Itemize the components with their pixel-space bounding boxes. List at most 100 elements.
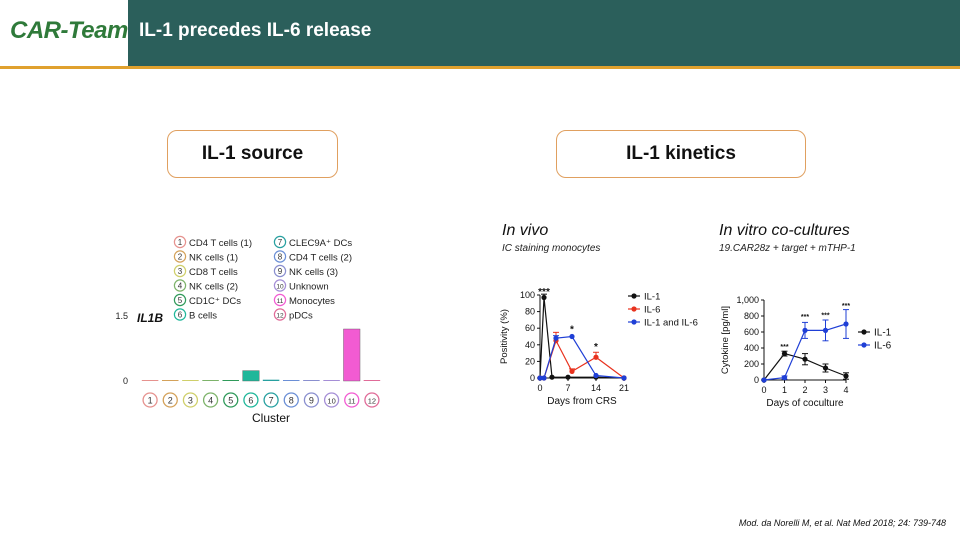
logo-box: CAR-Team xyxy=(0,0,128,66)
cluster-marker-6 xyxy=(243,392,259,408)
x-tick-label-4: 4 xyxy=(208,396,213,406)
y-tick-label-0: 0 xyxy=(530,373,535,383)
legend-marker-8 xyxy=(273,250,287,263)
legend-number-10: 10 xyxy=(276,284,284,291)
legend-label-8: CD4 T cells (2) xyxy=(289,253,352,264)
y-tick-label-400: 400 xyxy=(744,343,759,353)
header-bar xyxy=(0,0,960,66)
legend-marker-0 xyxy=(861,329,867,335)
legend-label-0: IL-1 xyxy=(644,292,660,303)
x-tick-label-2: 2 xyxy=(168,396,173,406)
data-point-2-2 xyxy=(553,335,559,341)
cluster-marker-1 xyxy=(142,392,158,408)
in-vitro-caption: 19.CAR28z + target + mTHP-1 xyxy=(719,243,856,254)
data-point-1-3 xyxy=(822,327,829,333)
x-tick-label-0: 0 xyxy=(761,385,766,395)
data-point-0-2 xyxy=(802,356,808,362)
x-tick-label-3: 3 xyxy=(188,396,193,406)
y-tick-label-max: 1.5 xyxy=(115,311,128,321)
data-point-2-4 xyxy=(593,372,599,379)
legend-label-12: pDCs xyxy=(289,311,313,322)
legend-label-11: Monocytes xyxy=(289,296,335,307)
data-point-1-0 xyxy=(761,377,767,383)
significance-annotation-0: *** xyxy=(780,344,788,351)
x-tick-label-14: 14 xyxy=(591,383,601,393)
significance-annotation-2: * xyxy=(594,342,598,353)
cluster-marker-12 xyxy=(364,392,380,408)
data-point-2-5 xyxy=(621,375,627,381)
x-tick-label-21: 21 xyxy=(619,383,629,393)
data-point-1-4 xyxy=(593,354,599,360)
x-tick-label-11: 11 xyxy=(348,397,356,406)
cluster-marker-3 xyxy=(182,392,199,408)
y-axis-label: Positivity (%) xyxy=(499,309,510,364)
x-axis-label: Cluster xyxy=(252,411,290,425)
data-point-1-3 xyxy=(569,368,575,374)
legend-marker-11 xyxy=(273,293,287,307)
data-point-0-4 xyxy=(843,373,849,379)
y-tick-label-40: 40 xyxy=(525,340,535,350)
legend-marker-1 xyxy=(173,235,187,249)
legend-label-5: CD1C⁺ DCs xyxy=(189,296,241,307)
data-point-1-4 xyxy=(843,321,849,327)
y-tick-label-80: 80 xyxy=(525,307,535,317)
y-tick-label-600: 600 xyxy=(744,327,759,337)
y-tick-label-zero: 0 xyxy=(123,376,128,386)
y-tick-label-800: 800 xyxy=(744,311,759,321)
x-axis-label: Days from CRS xyxy=(547,396,617,407)
legend-number-4: 4 xyxy=(178,282,183,291)
x-tick-label-1: 1 xyxy=(782,385,787,395)
cluster-marker-8 xyxy=(283,392,299,408)
cluster-marker-7 xyxy=(263,392,279,408)
cluster-marker-4 xyxy=(202,392,219,408)
bar-cluster-5 xyxy=(222,380,240,381)
legend-marker-1 xyxy=(861,342,867,348)
legend-marker-2 xyxy=(631,319,637,325)
cluster-marker-2 xyxy=(162,392,178,408)
x-tick-label-8: 8 xyxy=(289,396,294,406)
significance-annotation-1: *** xyxy=(801,314,809,321)
legend-label-7: CLEC9A⁺ DCs xyxy=(289,238,352,249)
cluster-marker-9 xyxy=(303,392,320,408)
cluster-marker-10 xyxy=(323,392,340,408)
legend-number-5: 5 xyxy=(178,296,183,305)
legend-label-1: CD4 T cells (1) xyxy=(189,238,252,249)
cluster-marker-11 xyxy=(344,392,360,408)
legend-marker-10 xyxy=(273,279,287,292)
x-tick-label-7: 7 xyxy=(565,383,570,393)
bar-cluster-8 xyxy=(282,380,300,381)
legend-number-8: 8 xyxy=(278,253,283,262)
legend-number-6: 6 xyxy=(178,311,183,320)
in-vitro-title: In vitro co-cultures xyxy=(719,222,850,239)
y-tick-label-20: 20 xyxy=(525,356,535,366)
data-point-2-1 xyxy=(541,375,547,381)
data-point-1-1 xyxy=(781,375,788,381)
car-team-logo: CAR-Team xyxy=(10,17,128,44)
legend-label-1: IL-6 xyxy=(644,305,660,316)
legend-marker-4 xyxy=(173,279,187,292)
legend-number-3: 3 xyxy=(178,267,183,276)
significance-annotation-1: * xyxy=(570,324,574,335)
page-title: IL-1 precedes IL-6 release xyxy=(139,20,372,41)
x-tick-label-3: 3 xyxy=(823,385,828,395)
cluster-marker-5 xyxy=(223,392,239,408)
legend-number-7: 7 xyxy=(278,238,283,247)
x-tick-label-9: 9 xyxy=(309,396,314,406)
significance-annotation-3: *** xyxy=(842,303,850,310)
x-tick-label-7: 7 xyxy=(269,396,274,406)
legend-label-10: Unknown xyxy=(289,282,329,293)
x-tick-label-6: 6 xyxy=(248,396,253,406)
legend-label-2: NK cells (1) xyxy=(189,253,238,264)
significance-annotation-0: *** xyxy=(538,287,550,298)
legend-number-12: 12 xyxy=(276,313,284,320)
legend-label-0: IL-1 xyxy=(874,328,892,339)
legend-label-4: NK cells (2) xyxy=(189,282,238,293)
in-vitro-line-chart: 0 200 400 600 800 1,000 0 1 2 3 4 Days of coculture… xyxy=(720,295,892,409)
legend-label-3: CD8 T cells xyxy=(189,267,238,278)
bar-cluster-7 xyxy=(262,379,280,381)
legend-label-9: NK cells (3) xyxy=(289,267,338,278)
x-tick-label-5: 5 xyxy=(228,396,233,406)
y-tick-label-200: 200 xyxy=(744,359,759,369)
chart-title: IL1B xyxy=(137,311,163,325)
